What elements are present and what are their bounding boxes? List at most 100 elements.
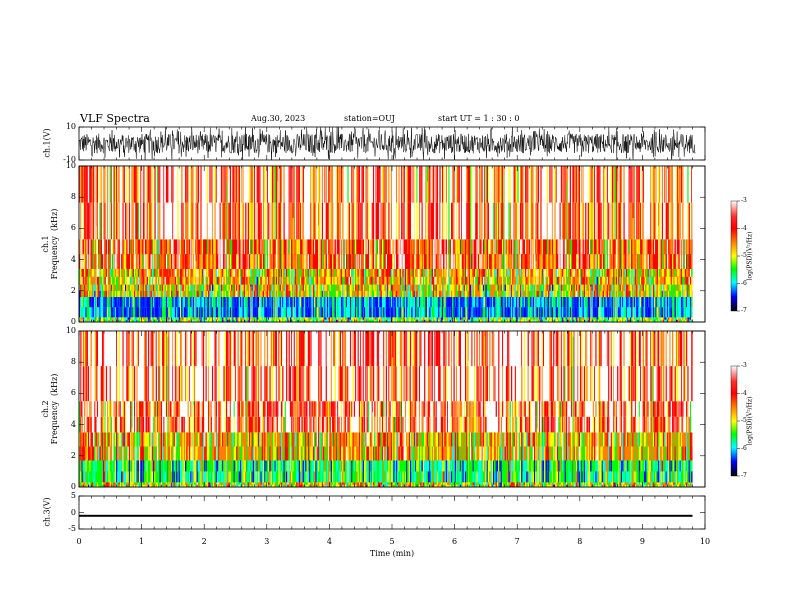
spectrogram-cell [125, 319, 127, 322]
spectrogram-cell [525, 202, 527, 240]
spectrogram-cell [139, 202, 140, 240]
spectrogram-cell [421, 307, 423, 318]
spectrogram-cell [588, 319, 590, 322]
spectrogram-cell [384, 317, 386, 320]
spectrogram-cell [541, 284, 543, 291]
spectrogram-cell [126, 268, 128, 277]
spectrogram-cell [585, 276, 587, 285]
spectrogram-cell [362, 276, 364, 285]
spectrogram-cell [271, 254, 274, 269]
spectrogram-cell [333, 166, 335, 203]
spectrogram-cell [126, 290, 128, 298]
spectrogram-cell [298, 297, 300, 308]
spectrogram-cell [549, 317, 551, 320]
spectrogram-cell [421, 319, 423, 322]
spectrogram-cell [540, 319, 542, 322]
spectrogram-cell [301, 202, 303, 240]
spectrogram-cell [86, 290, 88, 298]
spectrogram-cell [320, 290, 323, 298]
spectrogram-cell [243, 166, 245, 203]
spectrogram-cell [341, 239, 343, 255]
spectrogram-cell [342, 307, 344, 318]
spectrogram-cell [220, 297, 223, 308]
spectrogram-cell [173, 202, 175, 240]
spectrogram-cell [196, 239, 198, 255]
spectrogram-cell [283, 254, 285, 269]
spectrogram-cell [532, 290, 534, 298]
spectrogram-cell [445, 307, 447, 318]
spectrogram-cell [282, 284, 284, 291]
spectrogram-cell [466, 307, 468, 318]
spectrogram-cell [479, 284, 481, 291]
spectrogram-cell [588, 307, 591, 318]
spectrogram-cell [100, 297, 103, 308]
spectrogram-cell [150, 276, 152, 285]
spectrogram-cell [310, 290, 312, 298]
spectrogram-cell [149, 268, 151, 277]
spectrogram-cell [392, 166, 394, 203]
spectrogram-cell [544, 239, 546, 255]
spectrogram-cell [261, 239, 263, 255]
spectrogram-cell [151, 284, 153, 291]
spectrogram-cell [417, 284, 419, 291]
spectrogram-cell [583, 166, 585, 203]
spectrogram-cell [420, 290, 422, 298]
spectrogram-cell [413, 276, 415, 285]
spectrogram-cell [300, 268, 302, 277]
spectrogram-cell [201, 307, 203, 318]
spectrogram-cell [148, 284, 150, 291]
spectrogram-cell [431, 317, 433, 320]
spectrogram-cell [269, 268, 271, 277]
spectrogram-cell [551, 284, 554, 291]
spectrogram-cell [512, 319, 514, 322]
spectrogram-cell [431, 297, 434, 308]
spectrogram-cell [271, 276, 273, 285]
spectrogram-cell [569, 268, 571, 277]
spectrogram-cell [471, 239, 473, 255]
spectrogram-cell [351, 284, 353, 291]
spectrogram-cell [315, 268, 317, 277]
spectrogram-cell [513, 319, 515, 322]
spectrogram-cell [291, 307, 293, 318]
spectrogram-cell [240, 254, 241, 269]
spectrogram-cell [125, 268, 127, 277]
spectrogram-cell [353, 290, 355, 298]
spectrogram-cell [269, 276, 271, 285]
spectrogram-cell [574, 297, 576, 308]
spectrogram-cell [81, 319, 83, 322]
spectrogram-cell [256, 268, 258, 277]
spectrogram-cell [495, 317, 497, 320]
spectrogram-cell [527, 202, 529, 240]
spectrogram-cell [236, 202, 238, 240]
spectrogram-cell [315, 276, 317, 285]
spectrogram-cell [339, 290, 342, 298]
spectrogram-cell [500, 239, 502, 255]
spectrogram-cell [573, 319, 575, 322]
spectrogram-cell [462, 297, 464, 308]
spectrogram-cell [168, 319, 170, 322]
spectrogram-cell [559, 319, 561, 322]
spectrogram-cell [186, 239, 188, 255]
spectrogram-cell [162, 239, 164, 255]
spectrogram-cell [581, 307, 583, 318]
spectrogram-cell [537, 297, 540, 308]
spectrogram-cell [209, 297, 211, 308]
spectrogram-cell [381, 307, 383, 318]
spectrogram-cell [388, 202, 390, 240]
spectrogram-cell [479, 317, 481, 320]
spectrogram-cell [411, 202, 413, 240]
spectrogram-cell [500, 290, 503, 298]
spectrogram-cell [553, 166, 555, 203]
spectrogram-cell [551, 297, 553, 308]
spectrogram-cell [330, 307, 333, 318]
spectrogram-cell [370, 319, 372, 322]
spectrogram-cell [333, 307, 335, 318]
spectrogram-cell [518, 268, 521, 277]
spectrogram-cell [223, 166, 225, 203]
spectrogram-cell [251, 166, 253, 203]
spectrogram-cell [370, 276, 372, 285]
spectrogram-cell [576, 307, 578, 318]
spectrogram-cell [275, 268, 278, 277]
spectrogram-cell [210, 319, 213, 322]
spectrogram-cell [389, 276, 391, 285]
